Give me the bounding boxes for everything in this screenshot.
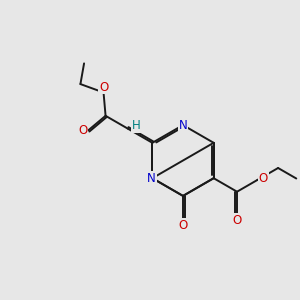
Text: N: N: [147, 172, 156, 185]
Text: O: O: [99, 81, 108, 94]
Text: O: O: [178, 219, 188, 232]
Text: H: H: [132, 119, 140, 132]
Text: O: O: [259, 172, 268, 185]
Text: O: O: [232, 214, 242, 227]
Text: O: O: [78, 124, 88, 137]
Text: N: N: [178, 118, 188, 132]
